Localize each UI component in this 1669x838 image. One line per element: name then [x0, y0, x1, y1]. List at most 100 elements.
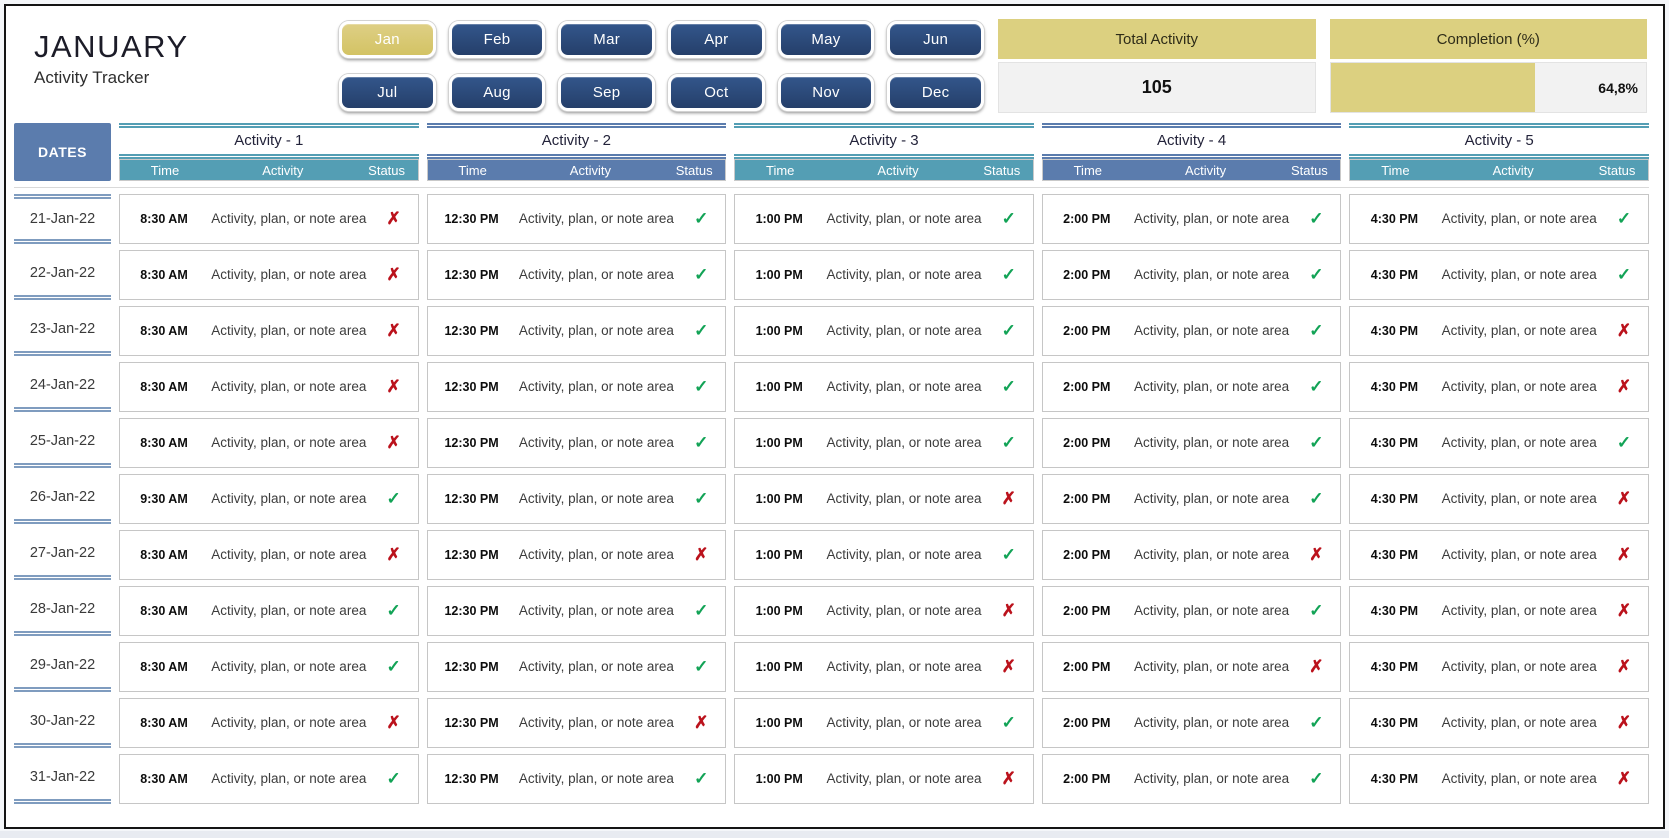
activity-cell[interactable]: 2:00 PM Activity, plan, or note area ✓	[1041, 194, 1342, 244]
activity-cell[interactable]: 1:00 PM Activity, plan, or note area ✗	[734, 642, 1034, 692]
note-area: Activity, plan, or note area	[518, 715, 674, 731]
check-icon: ✓	[1309, 321, 1324, 340]
date-cell[interactable]: 28-Jan-22	[14, 586, 111, 636]
x-icon: ✗	[1309, 545, 1324, 564]
date-cell[interactable]: 25-Jan-22	[14, 418, 111, 468]
date-cell[interactable]: 24-Jan-22	[14, 362, 111, 412]
activity-cell[interactable]: 12:30 PM Activity, plan, or note area ✓	[426, 418, 727, 468]
date-cell[interactable]: 27-Jan-22	[14, 530, 111, 580]
activity-cell[interactable]: 4:30 PM Activity, plan, or note area ✗	[1349, 362, 1649, 412]
activity-cell[interactable]: 1:00 PM Activity, plan, or note area ✓	[734, 194, 1034, 244]
time-value: 8:30 AM	[140, 772, 188, 786]
date-cell[interactable]: 30-Jan-22	[14, 698, 111, 748]
subcol-status: Status	[675, 162, 713, 178]
note-area: Activity, plan, or note area	[518, 771, 674, 787]
check-icon: ✓	[1309, 265, 1324, 284]
activity-cell[interactable]: 4:30 PM Activity, plan, or note area ✗	[1349, 754, 1649, 804]
activity-cell[interactable]: 4:30 PM Activity, plan, or note area ✗	[1349, 586, 1649, 636]
month-button-mar[interactable]: Mar	[558, 21, 655, 58]
month-button-jul[interactable]: Jul	[339, 74, 436, 111]
activity-cell[interactable]: 12:30 PM Activity, plan, or note area ✓	[426, 474, 727, 524]
month-button-aug[interactable]: Aug	[448, 74, 546, 111]
activity-cell[interactable]: 8:30 AM Activity, plan, or note area ✓	[119, 642, 419, 692]
date-cell[interactable]: 29-Jan-22	[14, 642, 111, 692]
time-value: 12:30 PM	[444, 660, 499, 674]
activity-cell[interactable]: 12:30 PM Activity, plan, or note area ✓	[426, 250, 727, 300]
check-icon: ✓	[694, 601, 709, 620]
activity-cell[interactable]: 12:30 PM Activity, plan, or note area ✓	[426, 586, 727, 636]
activity-cell[interactable]: 8:30 AM Activity, plan, or note area ✓	[119, 586, 419, 636]
month-button-may[interactable]: May	[777, 21, 875, 58]
activity-cell[interactable]: 2:00 PM Activity, plan, or note area ✓	[1041, 474, 1342, 524]
x-icon: ✗	[694, 545, 709, 564]
activity-cell[interactable]: 4:30 PM Activity, plan, or note area ✓	[1349, 250, 1649, 300]
activity-cell[interactable]: 1:00 PM Activity, plan, or note area ✗	[734, 754, 1034, 804]
activity-cell[interactable]: 2:00 PM Activity, plan, or note area ✓	[1041, 418, 1342, 468]
activity-cell[interactable]: 12:30 PM Activity, plan, or note area ✓	[426, 362, 727, 412]
activity-cell[interactable]: 12:30 PM Activity, plan, or note area ✓	[426, 642, 727, 692]
activity-cell[interactable]: 1:00 PM Activity, plan, or note area ✗	[734, 586, 1034, 636]
date-cell[interactable]: 21-Jan-22	[14, 194, 111, 244]
activity-cell[interactable]: 8:30 AM Activity, plan, or note area ✗	[119, 418, 419, 468]
activity-cell[interactable]: 8:30 AM Activity, plan, or note area ✓	[119, 754, 419, 804]
activity-cell[interactable]: 4:30 PM Activity, plan, or note area ✓	[1349, 194, 1649, 244]
activity-cell[interactable]: 12:30 PM Activity, plan, or note area ✗	[426, 698, 727, 748]
activity-cell[interactable]: 2:00 PM Activity, plan, or note area ✗	[1041, 642, 1342, 692]
note-area: Activity, plan, or note area	[1441, 211, 1597, 227]
activity-cell[interactable]: 4:30 PM Activity, plan, or note area ✗	[1349, 642, 1649, 692]
activity-cell[interactable]: 12:30 PM Activity, plan, or note area ✓	[426, 754, 727, 804]
activity-cell[interactable]: 12:30 PM Activity, plan, or note area ✓	[426, 306, 727, 356]
activity-cell[interactable]: 12:30 PM Activity, plan, or note area ✓	[426, 194, 727, 244]
activity-cell[interactable]: 1:00 PM Activity, plan, or note area ✓	[734, 250, 1034, 300]
activity-cell[interactable]: 2:00 PM Activity, plan, or note area ✓	[1041, 698, 1342, 748]
date-cell[interactable]: 31-Jan-22	[14, 754, 111, 804]
activity-cell[interactable]: 2:00 PM Activity, plan, or note area ✓	[1041, 362, 1342, 412]
activity-cell[interactable]: 2:00 PM Activity, plan, or note area ✓	[1041, 306, 1342, 356]
month-button-nov[interactable]: Nov	[777, 74, 875, 111]
date-cell[interactable]: 26-Jan-22	[14, 474, 111, 524]
activity-cell[interactable]: 1:00 PM Activity, plan, or note area ✗	[734, 474, 1034, 524]
activity-cell[interactable]: 1:00 PM Activity, plan, or note area ✓	[734, 530, 1034, 580]
group-title: Activity - 4	[1041, 123, 1342, 159]
month-button-jan[interactable]: Jan	[339, 21, 436, 58]
activity-cell[interactable]: 4:30 PM Activity, plan, or note area ✗	[1349, 474, 1649, 524]
activity-cell[interactable]: 2:00 PM Activity, plan, or note area ✓	[1041, 754, 1342, 804]
month-button-oct[interactable]: Oct	[667, 74, 765, 111]
activity-cell[interactable]: 8:30 AM Activity, plan, or note area ✗	[119, 194, 419, 244]
activity-cell[interactable]: 8:30 AM Activity, plan, or note area ✗	[119, 250, 419, 300]
activity-cell[interactable]: 1:00 PM Activity, plan, or note area ✓	[734, 418, 1034, 468]
activity-cell[interactable]: 8:30 AM Activity, plan, or note area ✗	[119, 306, 419, 356]
activity-cell[interactable]: 2:00 PM Activity, plan, or note area ✗	[1041, 530, 1342, 580]
time-value: 2:00 PM	[1063, 604, 1111, 618]
activity-cell[interactable]: 1:00 PM Activity, plan, or note area ✓	[734, 362, 1034, 412]
month-button-jun[interactable]: Jun	[887, 21, 984, 58]
time-value: 4:30 PM	[1370, 268, 1419, 282]
month-button-feb[interactable]: Feb	[448, 21, 546, 58]
activity-cell[interactable]: 9:30 AM Activity, plan, or note area ✓	[119, 474, 419, 524]
date-cell[interactable]: 23-Jan-22	[14, 306, 111, 356]
group-subheader: Time Activity Status	[734, 159, 1034, 181]
activity-cell[interactable]: 8:30 AM Activity, plan, or note area ✗	[119, 698, 419, 748]
time-value: 12:30 PM	[444, 212, 499, 226]
activity-cell[interactable]: 4:30 PM Activity, plan, or note area ✗	[1349, 306, 1649, 356]
time-value: 1:00 PM	[755, 604, 803, 618]
activity-cell[interactable]: 12:30 PM Activity, plan, or note area ✗	[426, 530, 727, 580]
activity-cell[interactable]: 1:00 PM Activity, plan, or note area ✓	[734, 306, 1034, 356]
month-button-dec[interactable]: Dec	[887, 74, 984, 111]
completion-progress-bar	[1330, 63, 1535, 112]
activity-cell[interactable]: 2:00 PM Activity, plan, or note area ✓	[1041, 586, 1342, 636]
subcol-time: Time	[150, 162, 180, 178]
activity-cell[interactable]: 4:30 PM Activity, plan, or note area ✓	[1349, 418, 1649, 468]
month-button-apr[interactable]: Apr	[667, 21, 765, 58]
activity-cell[interactable]: 1:00 PM Activity, plan, or note area ✓	[734, 698, 1034, 748]
activity-cell[interactable]: 2:00 PM Activity, plan, or note area ✓	[1041, 250, 1342, 300]
subcol-time: Time	[1073, 162, 1102, 178]
activity-cell[interactable]: 8:30 AM Activity, plan, or note area ✗	[119, 530, 419, 580]
activity-cell[interactable]: 4:30 PM Activity, plan, or note area ✗	[1349, 698, 1649, 748]
note-area: Activity, plan, or note area	[518, 379, 674, 395]
date-cell[interactable]: 22-Jan-22	[14, 250, 111, 300]
month-button-sep[interactable]: Sep	[558, 74, 655, 111]
activity-cell[interactable]: 4:30 PM Activity, plan, or note area ✗	[1349, 530, 1649, 580]
note-area: Activity, plan, or note area	[211, 771, 367, 787]
activity-cell[interactable]: 8:30 AM Activity, plan, or note area ✗	[119, 362, 419, 412]
